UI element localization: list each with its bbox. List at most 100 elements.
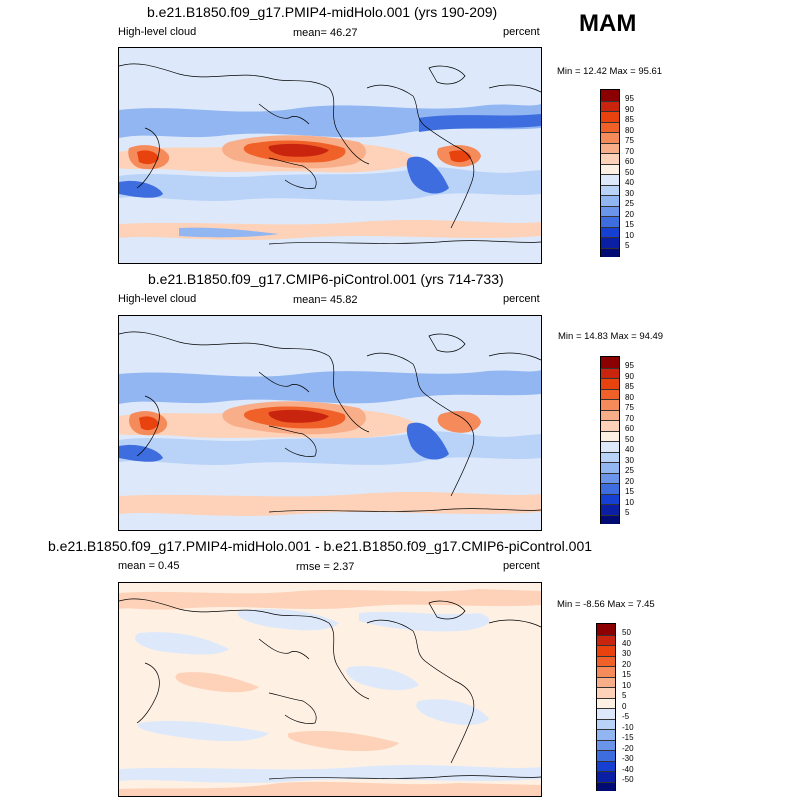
colorbar-label: 75	[625, 403, 634, 412]
colorbar-box	[601, 163, 619, 174]
colorbar-box	[601, 153, 619, 164]
colorbar-label: 70	[625, 146, 634, 156]
colorbar-box	[597, 634, 615, 645]
colorbar-box	[601, 409, 619, 420]
colorbar-box	[597, 729, 615, 740]
colorbar-label: 75	[625, 136, 634, 145]
panel3-mean-label: mean = 0.45	[118, 560, 180, 572]
colorbar-label: 95	[625, 94, 634, 103]
colorbar-box	[601, 111, 619, 122]
colorbar-box	[601, 441, 619, 452]
colorbar-label: -15	[622, 733, 634, 742]
colorbar-label: 15	[622, 670, 631, 679]
panel1-colorbar	[600, 89, 620, 257]
colorbar-label: 50	[622, 628, 631, 637]
colorbar-label: 40	[625, 445, 634, 454]
colorbar-box	[601, 142, 619, 153]
colorbar-label: 5	[625, 508, 630, 517]
panel1-units-label: percent	[503, 26, 540, 38]
colorbar-label: 95	[625, 361, 634, 370]
panel2-variable-label: High-level cloud	[118, 293, 197, 305]
colorbar-box	[601, 430, 619, 441]
panel2-map	[118, 315, 542, 531]
panel3-minmax-label: Min = -8.56 Max = 7.45	[557, 599, 655, 610]
colorbar-box	[601, 399, 619, 410]
colorbar-label: 25	[625, 199, 634, 208]
colorbar-box	[601, 100, 619, 111]
colorbar-label: -10	[622, 722, 634, 732]
colorbar-box	[597, 676, 615, 687]
colorbar-label: 70	[625, 413, 634, 423]
colorbar-box	[601, 420, 619, 431]
colorbar-label: 50	[625, 167, 634, 177]
colorbar-label: -30	[622, 754, 634, 763]
colorbar-label: 60	[625, 424, 634, 433]
colorbar-label: 80	[625, 392, 634, 402]
colorbar-box	[601, 195, 619, 206]
colorbar-box	[597, 760, 615, 771]
colorbar-box	[601, 514, 619, 524]
colorbar-label: 30	[625, 188, 634, 198]
colorbar-box	[597, 645, 615, 656]
colorbar-label: 90	[625, 371, 634, 381]
panel2-mean-label: mean= 45.82	[293, 294, 358, 306]
panel3-map	[118, 582, 542, 797]
colorbar-box	[601, 504, 619, 515]
colorbar-box	[601, 493, 619, 504]
colorbar-label: 20	[622, 659, 631, 669]
colorbar-label: 20	[625, 209, 634, 219]
colorbar-box	[597, 771, 615, 782]
panel2-title: b.e21.B1850.f09_g17.CMIP6-piControl.001 …	[148, 271, 504, 287]
season-label: MAM	[579, 10, 637, 37]
colorbar-box	[601, 357, 619, 368]
colorbar-label: 85	[625, 115, 634, 124]
colorbar-label: 90	[625, 104, 634, 114]
colorbar-box	[601, 451, 619, 462]
colorbar-box	[601, 174, 619, 185]
colorbar-box	[597, 718, 615, 729]
colorbar-box	[601, 90, 619, 101]
colorbar-box	[597, 687, 615, 698]
colorbar-box	[601, 132, 619, 143]
colorbar-label: 85	[625, 382, 634, 391]
colorbar-box	[597, 739, 615, 750]
colorbar-box	[601, 184, 619, 195]
colorbar-label: 0	[622, 701, 627, 711]
colorbar-label: 15	[625, 487, 634, 496]
colorbar-label: 10	[622, 680, 631, 690]
colorbar-box	[601, 247, 619, 257]
colorbar-label: -40	[622, 764, 634, 774]
colorbar-box	[601, 216, 619, 227]
colorbar-label: 40	[625, 178, 634, 187]
colorbar-box	[601, 205, 619, 216]
colorbar-box	[601, 121, 619, 132]
colorbar-label: 20	[625, 476, 634, 486]
colorbar-box	[597, 750, 615, 761]
colorbar-label: 60	[625, 157, 634, 166]
panel2-colorbar	[600, 356, 620, 524]
colorbar-label: 50	[625, 434, 634, 444]
colorbar-box	[597, 666, 615, 677]
colorbar-label: 15	[625, 220, 634, 229]
colorbar-box	[597, 624, 615, 635]
panel1-map-field	[119, 48, 541, 263]
colorbar-label: 80	[625, 125, 634, 135]
colorbar-box	[601, 226, 619, 237]
colorbar-label: 10	[625, 497, 634, 507]
colorbar-box	[597, 697, 615, 708]
panel2-map-field	[119, 316, 541, 530]
panel2-units-label: percent	[503, 293, 540, 305]
panel3-title: b.e21.B1850.f09_g17.PMIP4-midHolo.001 - …	[48, 538, 593, 554]
colorbar-label: -20	[622, 743, 634, 753]
colorbar-label: -50	[622, 775, 634, 784]
colorbar-label: 5	[622, 691, 627, 700]
colorbar-label: 25	[625, 466, 634, 475]
panel3-map-field	[119, 583, 541, 796]
panel1-minmax-label: Min = 12.42 Max = 95.61	[557, 66, 663, 77]
colorbar-box	[601, 483, 619, 494]
panel1-map	[118, 47, 542, 264]
colorbar-label: -5	[622, 712, 630, 721]
colorbar-box	[597, 708, 615, 719]
colorbar-label: 30	[622, 649, 631, 658]
colorbar-label: 40	[622, 638, 631, 648]
